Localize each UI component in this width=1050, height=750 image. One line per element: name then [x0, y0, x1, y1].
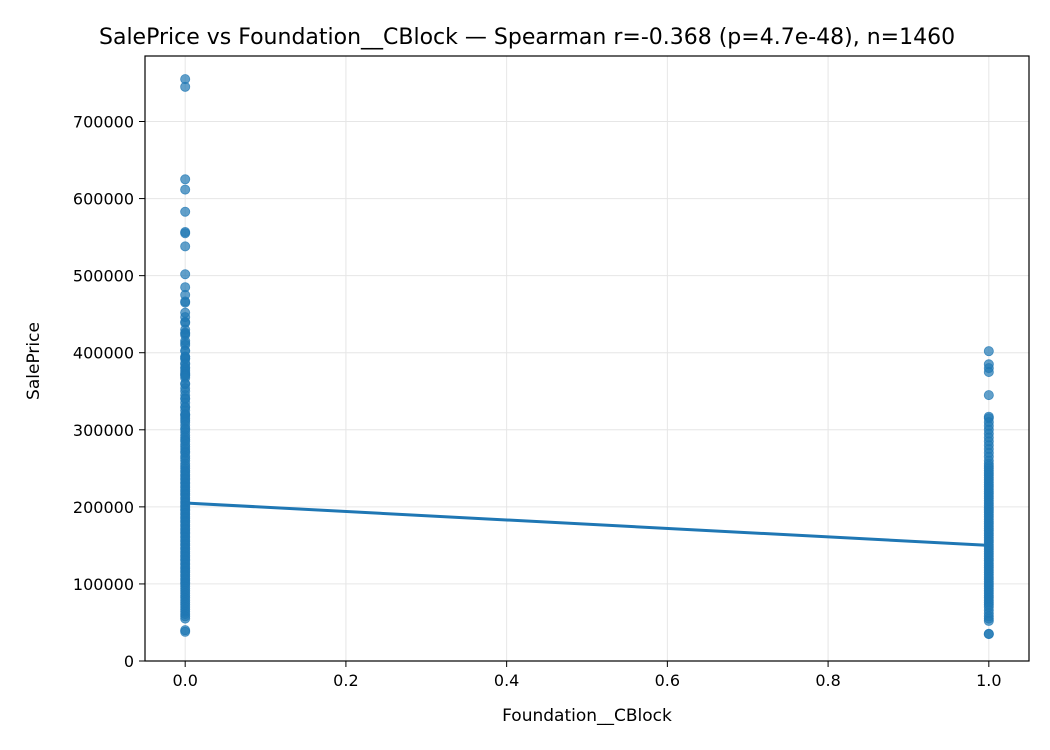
x-axis-ticks: 0.0 0.2 0.4 0.6 0.8 1.0: [172, 661, 1002, 690]
y-tick-label: 100000: [73, 575, 134, 594]
data-point: [180, 613, 191, 624]
data-point: [180, 297, 191, 308]
x-tick-label: 0.0: [172, 671, 197, 690]
data-point: [180, 241, 191, 252]
data-point: [983, 615, 994, 626]
x-tick-label: 0.6: [655, 671, 680, 690]
data-point: [983, 346, 994, 357]
y-tick-label: 200000: [73, 498, 134, 517]
y-axis-ticks: 0 100000 200000 300000 400000 500000 600000 700…: [73, 113, 145, 671]
grid-lines: [145, 56, 1029, 662]
scatter-points: [180, 74, 994, 640]
data-point: [180, 174, 191, 185]
y-tick-label: 400000: [73, 344, 134, 363]
data-point: [180, 269, 191, 280]
trend-line: [185, 501, 989, 547]
y-tick-label: 0: [124, 652, 134, 671]
data-point: [983, 366, 994, 377]
y-tick-label: 700000: [73, 113, 134, 132]
data-point: [180, 228, 191, 239]
data-point: [180, 206, 191, 217]
y-tick-label: 600000: [73, 190, 134, 209]
data-point: [180, 81, 191, 92]
x-tick-label: 0.4: [494, 671, 519, 690]
data-point: [983, 390, 994, 401]
y-axis-label: SalePrice: [24, 322, 44, 400]
plot-frame: [144, 55, 1030, 662]
data-point: [180, 184, 191, 195]
data-point: [983, 629, 994, 640]
y-tick-label: 300000: [73, 421, 134, 440]
x-tick-label: 0.2: [333, 671, 358, 690]
y-tick-label: 500000: [73, 267, 134, 286]
trend-line-group: [185, 501, 989, 547]
data-point: [180, 626, 191, 637]
chart-title: SalePrice vs Foundation__CBlock — Spearm…: [99, 25, 955, 50]
x-axis-label: Foundation__CBlock: [502, 706, 672, 726]
x-tick-label: 1.0: [976, 671, 1001, 690]
x-tick-label: 0.8: [815, 671, 840, 690]
